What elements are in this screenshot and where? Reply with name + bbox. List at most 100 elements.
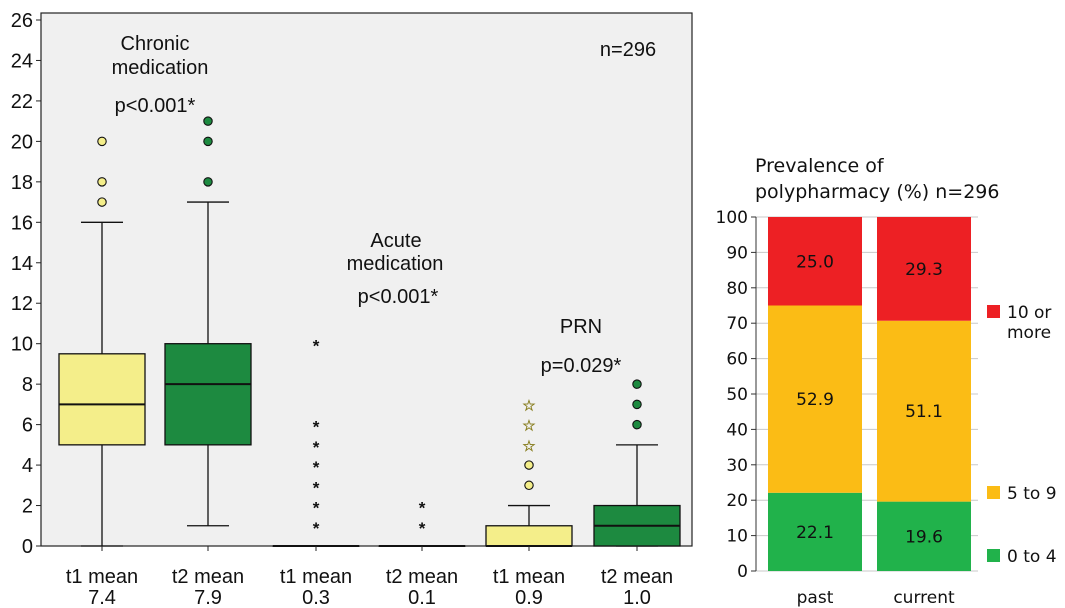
stacked-bar-segment — [877, 217, 971, 321]
stacked-bar-data-label: 25.0 — [796, 252, 834, 272]
stacked-bar-data-label: 19.6 — [905, 527, 943, 547]
boxplot-y-tick-label: 22 — [11, 91, 33, 113]
boxplot-y-tick-label: 0 — [22, 536, 33, 558]
group-pvalue-chronic: p<0.001* — [115, 95, 196, 117]
boxplot-x-label-line1: t1 mean — [280, 566, 352, 588]
legend-label: 10 or — [1007, 303, 1051, 323]
stacked-chart-y-tick-label: 40 — [726, 420, 748, 440]
box-outlier — [203, 136, 213, 147]
box-2 — [164, 116, 252, 527]
boxplot-x-label-line2: 0.1 — [408, 587, 436, 608]
group-title-prn: PRN — [560, 316, 602, 338]
stacked-chart-title-line2: polypharmacy (%) n=296 — [755, 181, 999, 203]
box-outlier: ☆ — [522, 417, 535, 435]
boxplot-x-label-line1: t1 mean — [493, 566, 565, 588]
stacked-chart-y-tick-label: 50 — [726, 385, 748, 405]
boxplot-y-tick-label: 20 — [11, 131, 33, 153]
box-outlier: * — [313, 438, 320, 457]
stacked-chart-title-line1: Prevalence of — [755, 155, 885, 177]
box-outlier: * — [313, 458, 320, 477]
stacked-chart-y-tick-label: 90 — [726, 243, 748, 263]
box-outlier — [203, 177, 213, 187]
legend-label: more — [1007, 323, 1051, 343]
box-5: ☆ ☆ ☆ — [485, 396, 573, 547]
box-outlier — [632, 399, 642, 410]
box-iqr — [58, 353, 146, 446]
box-1 — [58, 136, 146, 547]
boxplot-y-tick-label: 18 — [11, 172, 33, 194]
stacked-chart-y-tick-label: 70 — [726, 314, 748, 334]
box-outlier — [524, 460, 534, 470]
stacked-chart-x-label: past — [797, 588, 834, 608]
boxplot-x-label-line1: t2 mean — [172, 566, 244, 588]
group-title-chronic-line1: Chronic — [121, 33, 190, 55]
boxplot-x-label-line1: t1 mean — [66, 566, 138, 588]
boxplot-y-tick-label: 8 — [22, 374, 33, 396]
legend-swatch — [987, 486, 1000, 499]
stacked-chart-y-tick-label: 100 — [716, 208, 748, 228]
box-outlier: ☆ — [522, 437, 535, 455]
group-title-chronic-line2: medication — [112, 57, 209, 79]
stacked-bar-data-label: 29.3 — [905, 260, 943, 280]
group-pvalue-acute: p<0.001* — [358, 286, 439, 308]
legend-swatch — [987, 549, 1000, 562]
stacked-chart-y-tick-label: 0 — [737, 562, 748, 582]
stacked-bar-data-label: 51.1 — [905, 402, 943, 422]
group-pvalue-prn: p=0.029* — [541, 355, 622, 377]
box-outlier: * — [313, 478, 320, 497]
boxplot-y-tick-label: 6 — [22, 415, 33, 437]
stacked-bar-data-label: 52.9 — [796, 390, 834, 410]
stacked-bar-past: 22.1 52.9 25.0 past — [768, 217, 862, 608]
boxplot-x-label-line2: 7.9 — [194, 587, 222, 608]
boxplot-y-tick-label: 2 — [22, 496, 33, 518]
stacked-chart-x-label: current — [893, 588, 955, 608]
boxplot-y-tick-label: 12 — [11, 293, 33, 315]
stacked-bar-segment — [768, 492, 862, 571]
box-outlier — [632, 379, 642, 389]
legend-swatch — [987, 305, 1000, 318]
box-outlier — [203, 116, 213, 126]
box-outlier: * — [313, 418, 320, 437]
stacked-bar-segment — [768, 217, 862, 306]
stacked-chart-y-tick-label: 80 — [726, 279, 748, 299]
stacked-bar-segment — [877, 320, 971, 502]
boxplot-y-tick-label: 24 — [11, 50, 33, 72]
boxplot-x-label-line1: t2 mean — [386, 566, 458, 588]
stacked-bar-segment — [877, 501, 971, 571]
box-outlier — [632, 419, 642, 430]
stacked-chart-y-tick-label: 30 — [726, 456, 748, 476]
box-outlier: ☆ — [522, 396, 535, 414]
legend-label: 0 to 4 — [1007, 547, 1057, 567]
legend-item: 5 to 9 — [987, 484, 1057, 504]
boxplot-y-tick-label: 16 — [11, 212, 33, 234]
stacked-chart-y-tick-label: 20 — [726, 491, 748, 511]
boxplot-y-tick-label: 4 — [22, 455, 33, 477]
group-title-acute-line2: medication — [347, 253, 444, 275]
legend-item: 0 to 4 — [987, 547, 1057, 567]
box-outlier: * — [313, 337, 320, 356]
boxplot-y-tick-label: 26 — [11, 10, 33, 32]
box-iqr — [164, 343, 252, 446]
boxplot-x-label-line2: 0.9 — [515, 587, 543, 608]
boxplot-x-label-line2: 1.0 — [623, 587, 651, 608]
group-title-acute-line1: Acute — [370, 230, 421, 252]
legend-label: 5 to 9 — [1007, 484, 1057, 504]
boxplot-x-label-line2: 7.4 — [88, 587, 116, 608]
boxplot-x-label-line1: t2 mean — [601, 566, 673, 588]
box-outlier: * — [419, 519, 426, 538]
box-outlier — [97, 136, 107, 147]
box-6 — [593, 379, 681, 547]
box-outlier: * — [419, 499, 426, 518]
boxplot-n-label: n=296 — [600, 39, 656, 61]
boxplot-plot-area — [40, 12, 693, 547]
box-outlier: * — [313, 499, 320, 518]
stacked-chart-y-tick-label: 60 — [726, 350, 748, 370]
box-outlier — [97, 197, 107, 207]
stacked-bar-current: 19.6 51.1 29.3 current — [877, 217, 971, 608]
boxplot-x-label-line2: 0.3 — [302, 587, 330, 608]
stacked-bar-data-label: 22.1 — [796, 523, 834, 543]
box-outlier — [524, 480, 534, 491]
box-outlier: * — [313, 519, 320, 538]
